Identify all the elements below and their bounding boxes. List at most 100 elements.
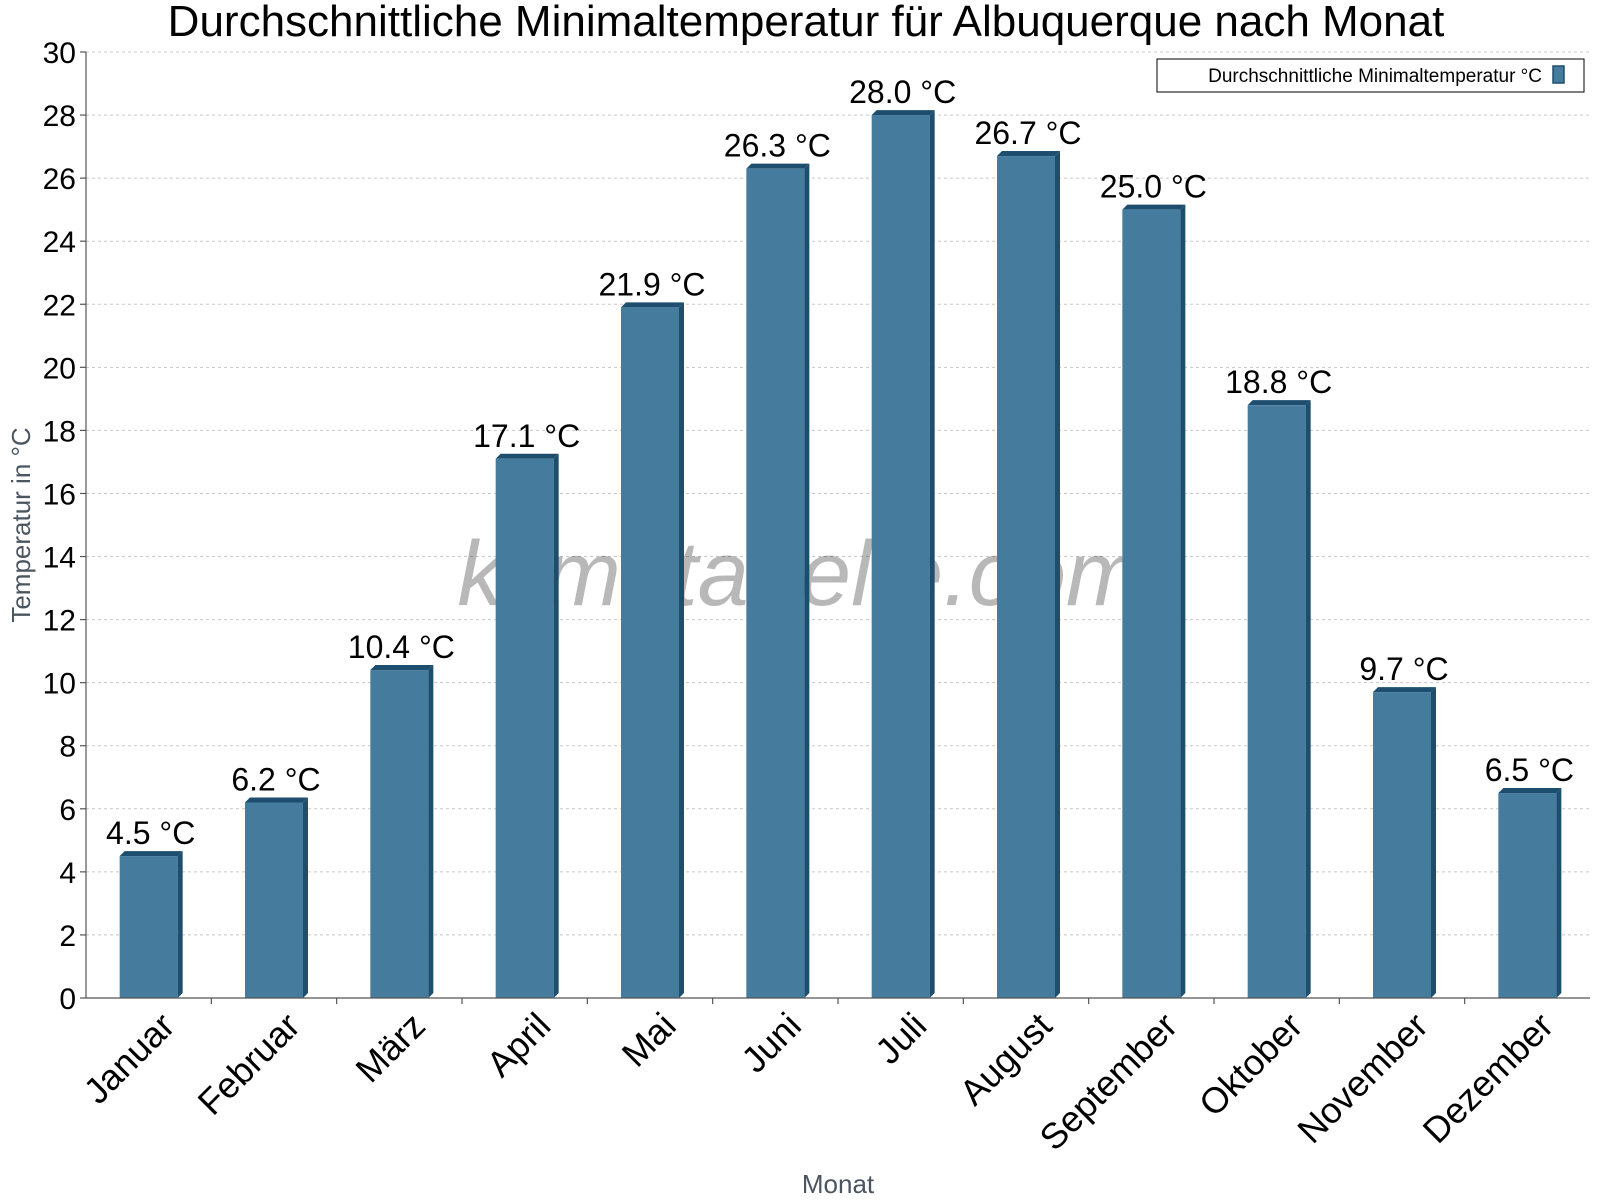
data-label: 9.7 °C [1359,651,1448,687]
bar-side [1180,204,1186,998]
y-tick-label: 10 [43,668,76,701]
bar-side [1556,788,1562,998]
data-label: 26.3 °C [724,128,831,164]
bar-top [1122,204,1186,210]
x-tick-label: März [347,1005,433,1091]
bar-side [177,851,183,998]
y-axis-label: Temperatur in °C [6,427,36,622]
bar-april [495,453,559,998]
x-tick-label: September [1031,1005,1185,1159]
y-tick-label: 8 [59,731,76,764]
chart-title: Durchschnittliche Minimaltemperatur für … [168,0,1445,46]
y-tick-label: 6 [59,794,76,827]
x-tick-label: Mai [614,1005,684,1075]
bar-front [1373,692,1431,998]
bar-märz [370,665,434,998]
bar-top [621,302,684,308]
bar-februar [245,797,308,998]
bar-dezember [1498,788,1562,998]
bar-side [679,302,684,998]
bar-juli [871,110,935,999]
bar-side [804,163,810,998]
y-tick-label: 0 [59,983,76,1016]
bar-august [997,151,1060,998]
data-label: 26.7 °C [974,115,1081,151]
data-label: 17.1 °C [473,418,580,454]
bar-front [495,458,554,998]
bar-front [997,156,1055,998]
bar-front [871,115,930,999]
x-tick-label: April [478,1005,558,1085]
bar-front [746,168,805,998]
y-tick-label: 22 [43,289,76,322]
bar-top [997,151,1060,157]
bar-top [495,453,559,459]
bar-top [370,665,434,671]
x-tick-labels: Januar Februar März April Mai Juni Juli AugustS… [75,1005,1561,1159]
bar-side [1305,400,1311,998]
data-label: 6.5 °C [1485,752,1574,788]
bar-september [1122,204,1186,998]
x-axis-label: Monat [802,1169,875,1199]
x-tick-label: Dezember [1415,1005,1561,1151]
bar-front [1122,209,1181,998]
bar-front [1498,793,1557,998]
y-tick-label: 24 [43,226,76,259]
bar-front [119,856,178,998]
y-tick-label: 4 [59,857,76,890]
bar-side [553,453,559,998]
bar-mai [621,302,684,998]
legend-swatch [1552,65,1565,84]
data-label: 6.2 °C [231,761,320,797]
legend: Durchschnittliche Minimaltemperatur °C [1156,58,1585,93]
y-tick-label: 30 [43,37,76,70]
y-tick-label: 12 [43,605,76,638]
y-tick-label: 18 [43,415,76,448]
bar-front [1247,405,1306,998]
bar-front [370,670,429,998]
y-tick-label: 20 [43,352,76,385]
bar-top [245,797,308,803]
bar-november [1373,687,1436,998]
data-label: 18.8 °C [1225,364,1332,400]
x-tick-label: Oktober [1191,1005,1311,1125]
y-tick-label: 26 [43,163,76,196]
bar-oktober [1247,400,1311,998]
x-tick-label: Juni [733,1005,809,1081]
data-label: 4.5 °C [106,815,195,851]
y-tick-label: 28 [43,100,76,133]
y-tick-label: 16 [43,478,76,511]
x-tick-label: Februar [190,1005,308,1123]
bar-juni [746,163,810,998]
bar-side [1055,151,1060,998]
legend-entry-label: Durchschnittliche Minimaltemperatur °C [1208,66,1542,87]
data-label: 10.4 °C [348,629,455,665]
x-tick-label: August [951,1005,1059,1113]
bar-top [871,110,935,116]
bar-side [929,110,935,999]
bar-januar [119,851,183,998]
grid-lines [86,51,1590,936]
bar-side [1431,687,1436,998]
bar-top [119,851,183,857]
bar-top [1373,687,1436,693]
axes [80,51,1590,1004]
legend-box [1156,58,1585,93]
data-label: 25.0 °C [1100,169,1207,205]
data-label: 21.9 °C [598,266,705,302]
bar-top [746,163,810,169]
x-tick-label: Januar [75,1005,182,1112]
bar-side [303,797,308,998]
bar-top [1247,400,1311,406]
data-label: 28.0 °C [849,74,956,110]
data-labels: 4.5 °C 6.2 °C 10.4 °C 17.1 °C 21.9 °C 26.3 °C… [106,74,1574,851]
y-tick-label: 14 [43,542,76,575]
bar-front [245,802,303,998]
x-tick-label: November [1289,1005,1435,1151]
bar-front [621,307,679,998]
bar-top [1498,788,1562,794]
x-tick-label: Juli [867,1005,934,1072]
